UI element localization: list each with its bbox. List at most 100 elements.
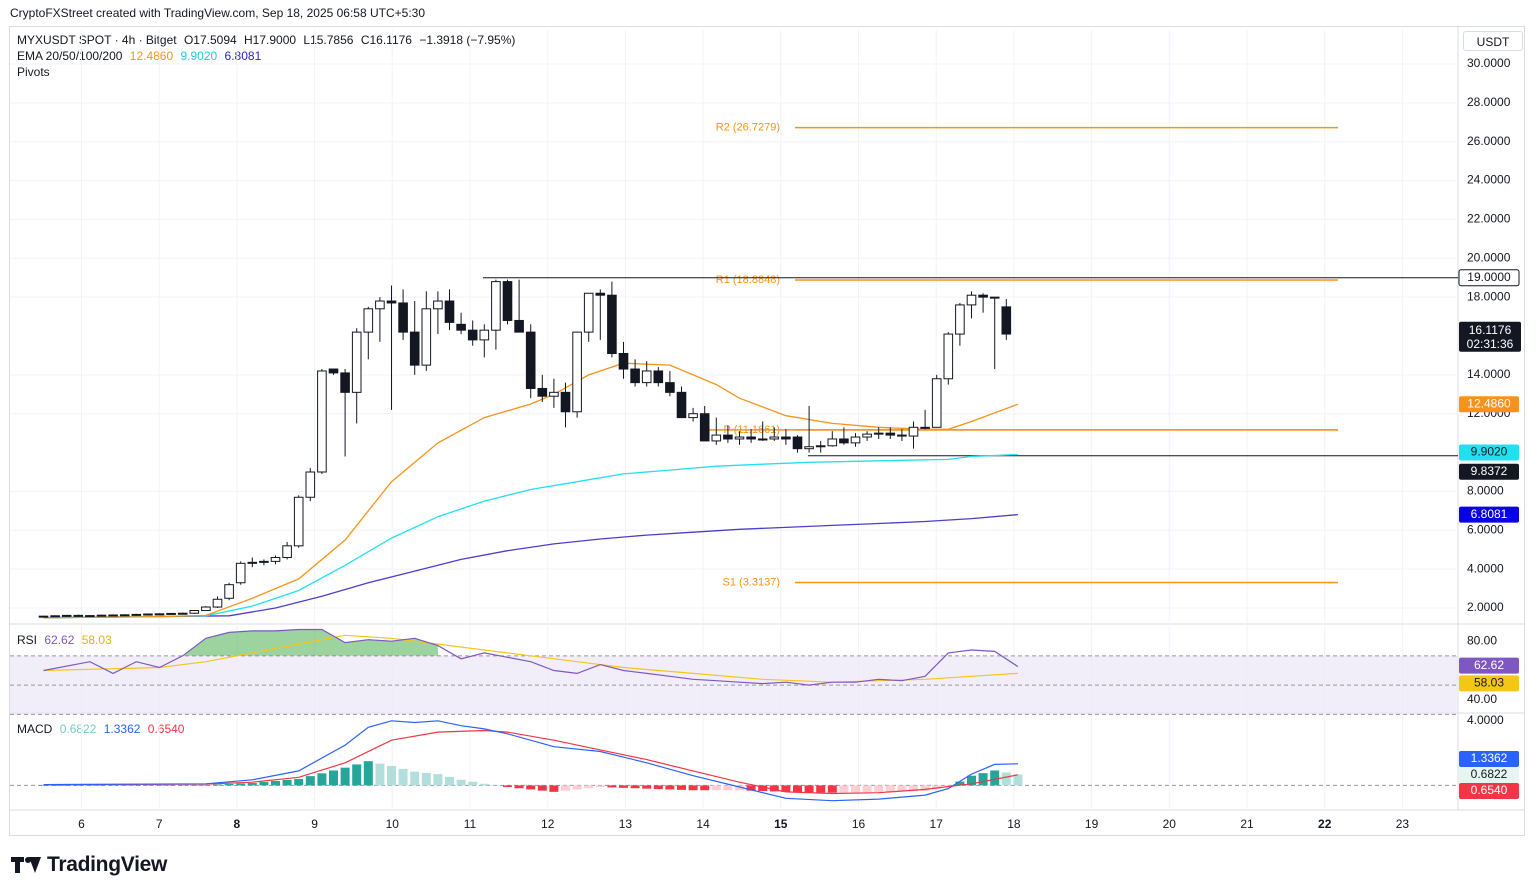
candle-down [839,438,849,444]
macd-histogram-bar [178,785,188,786]
rsi-ma-tag [1459,675,1519,692]
tradingview-logo-icon [11,857,41,873]
macd-histogram-bar [271,780,280,786]
last-price-tag [1459,321,1521,352]
price-tag-label: 9.8372 [1471,464,1508,478]
price-tick-label: 2.0000 [1467,600,1504,614]
candle-down [467,329,478,341]
candle-up [351,331,362,393]
macd-histogram-bar [839,785,849,793]
macd-histogram-bar [352,764,362,786]
rsi-label[interactable]: RSI [17,633,38,647]
macd-tag [1459,751,1519,767]
price-tick-label: 4.0000 [1467,561,1504,575]
price-tag-label: 6.8081 [1471,507,1508,521]
candle-up [61,614,72,617]
macd-line [43,720,1018,802]
candle-up [305,471,316,498]
macd-histogram-bar [155,785,164,786]
price-tag [1459,506,1519,523]
ema-label[interactable]: EMA 20/50/100/200 [17,49,123,63]
ema20-value: 12.4860 [129,49,174,63]
candle-down [699,413,710,442]
candle-up [862,433,872,438]
bar-countdown-label: 02:31:36 [1467,337,1514,351]
price-tick-label: 28.0000 [1467,95,1511,109]
currency-button[interactable]: USDT [1463,31,1523,51]
macd-histogram-bar [793,785,802,793]
macd-histogram-bar [143,785,153,786]
macd-histogram-bar [549,785,559,792]
macd-histogram-bar [282,779,292,786]
candle-up [572,331,582,413]
rsi-tag-label: 62.62 [1474,658,1504,672]
macd-histogram-bar [1013,774,1023,786]
candle-down [746,436,756,440]
tradingview-logo[interactable]: TradingView [11,853,167,877]
time-tick-label: 15 [774,817,788,831]
macd-signal-value: 0.6540 [147,722,185,736]
pivots-label[interactable]: Pivots [17,65,50,79]
macd-histogram-bar [967,775,976,786]
candle-up [757,438,768,441]
macd-histogram-bar [990,770,1000,786]
rsi-overbought-fill [182,629,438,656]
macd-histogram-bar [746,785,756,791]
candle-up [177,612,188,615]
candle-down [723,434,733,440]
macd-tick-label: 4.0000 [1467,713,1504,727]
candle-down [792,436,803,450]
pivots-legend[interactable]: Pivots [17,64,54,80]
candle-down [897,434,907,437]
candle-up [282,545,292,558]
candle-up [549,391,559,397]
macd-tag [1459,767,1519,783]
macd-histogram-bar [769,785,779,792]
macd-histogram-bar [607,785,617,788]
ema20-line [43,362,1019,619]
price-tag-label: 12.4860 [1467,396,1511,410]
macd-histogram-bar [213,784,222,786]
pivot-label-r1: R1 (18.8848) [716,274,780,286]
symbol-label[interactable]: MYXUSDT SPOT · 4h · Bitget [17,33,177,47]
candle-up [201,606,211,612]
rsi-legend[interactable]: RSI 62.62 58.03 [17,632,116,648]
candle-down [340,372,350,393]
time-tick-label: 12 [541,817,555,831]
candle-up [908,426,919,437]
macd-histogram-bar [433,774,443,786]
candle-up [955,304,965,335]
candle-up [108,614,118,617]
candle-down [781,436,791,440]
candle-up [641,370,652,384]
macd-histogram-bar [421,772,431,786]
low-value: L15.7856 [303,33,354,47]
candle-down [514,319,524,333]
macd-histogram-bar [955,781,965,786]
ema100-line [43,513,1018,619]
macd-histogram-bar [340,767,350,786]
candle-up [119,614,130,617]
macd-histogram-bar [410,771,420,786]
price-tag [1458,269,1520,287]
macd-histogram-bar [874,785,884,792]
macd-histogram-bar [305,776,315,786]
symbol-legend[interactable]: MYXUSDT SPOT · 4h · Bitget O17.5094 H17.… [17,32,519,48]
ema-legend[interactable]: EMA 20/50/100/200 12.4860 9.9020 6.8081 [17,48,265,64]
candle-down [502,281,513,321]
macd-histogram-bar [247,782,257,786]
macd-legend[interactable]: MACD 0.6822 1.3362 0.6540 [17,721,188,737]
candle-up [375,300,385,310]
time-tick-label: 19 [1085,817,1099,831]
macd-label[interactable]: MACD [17,722,53,736]
chart-frame [9,26,1525,836]
candle-up [166,612,176,615]
candle-up [583,292,594,333]
macd-line-value: 1.3362 [103,722,141,736]
candle-up [38,615,49,618]
price-tick-label: 24.0000 [1467,173,1511,187]
candle-up [920,426,930,429]
pivot-label-s1: S1 (3.3137) [723,576,780,588]
macd-histogram-bar [479,783,489,786]
